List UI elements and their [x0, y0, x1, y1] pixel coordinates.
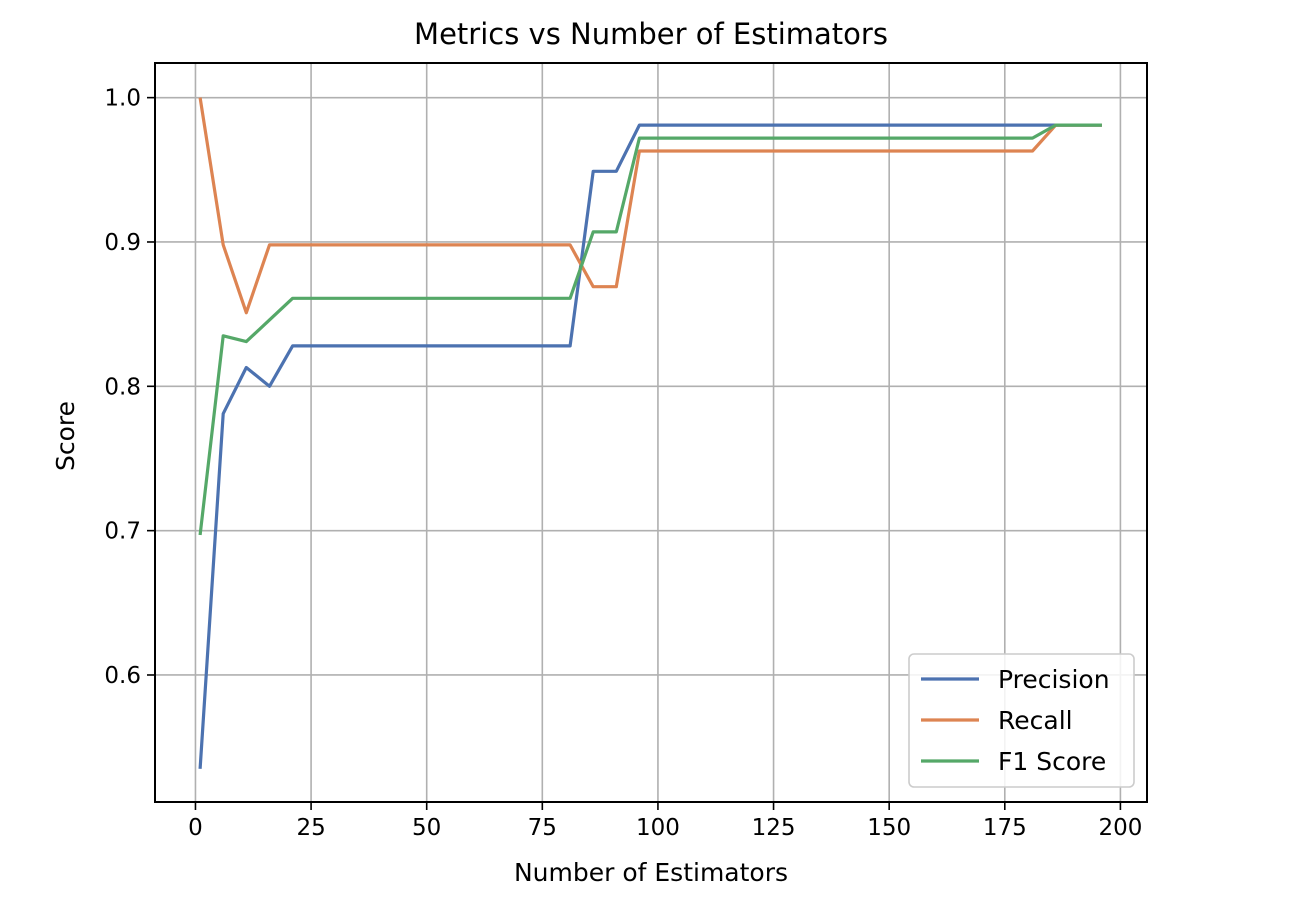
x-tick-label: 50	[412, 815, 441, 841]
x-tick-label: 100	[636, 815, 680, 841]
legend-box	[908, 653, 1135, 788]
y-tick-label: 0.7	[104, 519, 141, 545]
series-line-precision	[198, 123, 1102, 769]
series-lines	[198, 97, 1102, 769]
x-tick-label: 175	[983, 815, 1027, 841]
legend: Precision Recall F1 Score	[908, 653, 1135, 788]
x-tick-label: 200	[1098, 815, 1142, 841]
x-tick-label: 150	[867, 815, 911, 841]
y-tick-label: 1.0	[104, 86, 141, 112]
series-line-f1-score	[198, 123, 1102, 536]
y-axis-ticks: 0.6 0.7 0.8 0.9 1.0	[104, 86, 155, 689]
chart-title: Metrics vs Number of Estimators	[414, 17, 888, 51]
x-tick-label: 75	[528, 815, 557, 841]
legend-label-precision: Precision	[998, 665, 1110, 694]
legend-label-f1-score: F1 Score	[998, 747, 1106, 776]
grid	[155, 63, 1147, 802]
y-tick-label: 0.6	[104, 663, 141, 689]
x-tick-label: 0	[188, 815, 203, 841]
legend-label-recall: Recall	[998, 706, 1073, 735]
y-tick-label: 0.8	[104, 374, 141, 400]
x-axis-ticks: 0 25 50 75 100 125 150 175 200	[188, 802, 1142, 841]
series-line-recall	[198, 97, 1102, 315]
x-tick-label: 125	[752, 815, 796, 841]
axes-frame	[154, 62, 1148, 803]
x-axis-label: Number of Estimators	[514, 858, 788, 887]
x-tick-label: 25	[296, 815, 325, 841]
y-axis-label: Score	[51, 401, 80, 471]
y-tick-label: 0.9	[104, 230, 141, 256]
